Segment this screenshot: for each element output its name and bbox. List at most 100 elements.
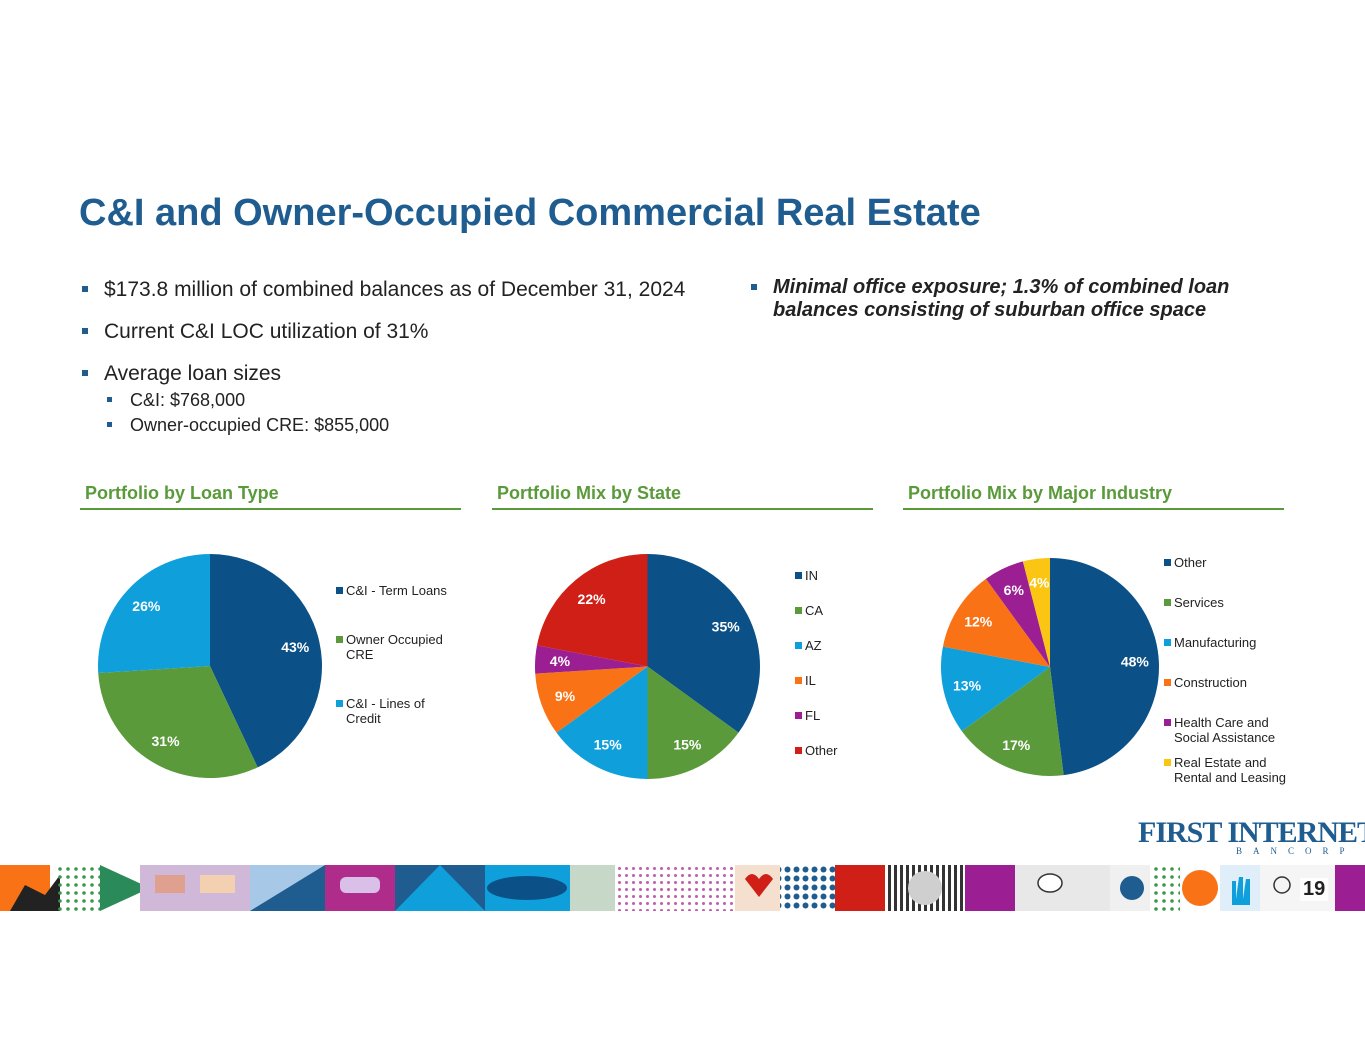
data-label-construction: 12% bbox=[964, 613, 993, 629]
legend-swatch bbox=[1164, 559, 1171, 566]
legend-item-other: Other bbox=[1164, 555, 1304, 570]
legend-label: Other bbox=[805, 743, 838, 758]
panel-title-industry: Portfolio Mix by Major Industry bbox=[908, 483, 1173, 503]
legend-item-health-care-and-social-assistance: Health Care and Social Assistance bbox=[1164, 715, 1304, 745]
legend-swatch bbox=[336, 700, 343, 707]
pie-slice-other bbox=[1050, 558, 1159, 776]
pie-slice-manufacturing bbox=[941, 646, 1050, 732]
legend-label: C&I - Lines of Credit bbox=[346, 696, 425, 726]
data-label-manufacturing: 13% bbox=[953, 678, 982, 694]
legend-item-az: AZ bbox=[795, 638, 875, 653]
legend-swatch bbox=[336, 636, 343, 643]
legend-item-owner-occupied-cre: Owner Occupied CRE bbox=[336, 632, 456, 662]
legend-swatch bbox=[795, 572, 802, 579]
bullet-text: Current C&I LOC utilization of 31% bbox=[104, 320, 429, 343]
data-label-fl: 4% bbox=[550, 653, 571, 669]
legend-swatch bbox=[1164, 719, 1171, 726]
legend-swatch bbox=[336, 587, 343, 594]
legend-swatch bbox=[795, 677, 802, 684]
bullet-loc-utilization: Current C&I LOC utilization of 31% bbox=[80, 320, 690, 344]
data-label-other: 22% bbox=[578, 591, 607, 607]
bullet-combined-balances: $173.8 million of combined balances as o… bbox=[80, 278, 690, 302]
data-label-az: 15% bbox=[594, 737, 623, 753]
bullet-marker bbox=[82, 286, 88, 292]
legend-label: Health Care and Social Assistance bbox=[1174, 715, 1276, 745]
bullet-marker bbox=[107, 422, 112, 427]
legend-swatch bbox=[795, 607, 802, 614]
company-logo: FIRST INTERNET BANCORP bbox=[1138, 816, 1365, 856]
bullet-average-loan-sizes: Average loan sizes bbox=[80, 362, 690, 386]
legend-label: CA bbox=[805, 603, 824, 618]
legend-item-in: IN bbox=[795, 568, 875, 583]
legend-industry: Other Services Manufacturing Construction He… bbox=[1164, 555, 1304, 785]
legend-item-c-i-lines-of-credit: C&I - Lines of Credit bbox=[336, 696, 456, 726]
legend-swatch bbox=[795, 712, 802, 719]
legend-label: C&I - Term Loans bbox=[346, 583, 447, 598]
legend-label: AZ bbox=[805, 638, 822, 653]
pie-slice-il bbox=[535, 666, 648, 733]
legend-item-manufacturing: Manufacturing bbox=[1164, 635, 1304, 650]
panel-title-loan-type: Portfolio by Loan Type bbox=[85, 483, 279, 503]
pie-chart-loan-type: 43% 31% 26% bbox=[98, 554, 323, 778]
legend-label: Other bbox=[1174, 555, 1207, 570]
decorative-banner bbox=[0, 865, 1365, 911]
sub-bullet-cre-size: Owner-occupied CRE: $855,000 bbox=[80, 414, 690, 436]
legend-item-services: Services bbox=[1164, 595, 1304, 610]
pie-slice-az bbox=[556, 666, 648, 779]
legend-label: IL bbox=[805, 673, 816, 688]
legend-item-real-estate-and-rental-and-leasing: Real Estate and Rental and Leasing bbox=[1164, 755, 1304, 785]
data-label-real-estate-and-rental-and-leasing: 4% bbox=[1029, 575, 1050, 591]
pie-slice-other bbox=[536, 554, 648, 667]
panel-divider bbox=[492, 508, 873, 510]
pie-slice-owner-occupied-cre bbox=[98, 666, 258, 778]
legend-label: FL bbox=[805, 708, 821, 723]
panel-title-state: Portfolio Mix by State bbox=[497, 483, 682, 503]
pie-slice-construction bbox=[942, 578, 1050, 667]
legend-item-il: IL bbox=[795, 673, 875, 688]
legend-label: Services bbox=[1174, 595, 1224, 610]
pie-slice-health-care-and-social-assistance bbox=[985, 561, 1050, 667]
legend-item-fl: FL bbox=[795, 708, 875, 723]
bullet-text: Average loan sizes bbox=[104, 362, 282, 385]
legend-swatch bbox=[1164, 759, 1171, 766]
bullet-text: $173.8 million of combined balances as o… bbox=[104, 278, 686, 301]
pie-slice-ca bbox=[647, 666, 739, 779]
legend-label: Owner Occupied CRE bbox=[346, 632, 443, 662]
data-label-c-i-lines-of-credit: 26% bbox=[132, 598, 161, 614]
legend-label: Real Estate and Rental and Leasing bbox=[1174, 755, 1287, 785]
key-points-left: $173.8 million of combined balances as o… bbox=[80, 278, 690, 436]
bullet-text: Minimal office exposure; 1.3% of combine… bbox=[773, 276, 1230, 321]
legend-state: IN CA AZ IL FL Other bbox=[795, 568, 875, 778]
pie-chart-industry: 48% 17% 13% 12% 6% 4% bbox=[941, 558, 1159, 776]
page-number: 19 bbox=[1300, 878, 1329, 901]
pie-slice-real-estate-and-rental-and-leasing bbox=[1022, 558, 1050, 667]
legend-item-ca: CA bbox=[795, 603, 875, 618]
panel-divider bbox=[903, 508, 1284, 510]
data-label-ca: 15% bbox=[673, 737, 702, 753]
pie-slice-c-i-term-loans bbox=[210, 554, 323, 768]
legend-label: IN bbox=[805, 568, 818, 583]
legend-swatch bbox=[1164, 599, 1171, 606]
bullet-marker bbox=[82, 328, 88, 334]
sub-bullet-text: Owner-occupied CRE: $855,000 bbox=[130, 415, 390, 435]
legend-loan-type: C&I - Term Loans Owner Occupied CRE C&I - … bbox=[336, 583, 456, 760]
key-points-right: Minimal office exposure; 1.3% of combine… bbox=[749, 276, 1309, 340]
legend-swatch bbox=[1164, 639, 1171, 646]
legend-item-other: Other bbox=[795, 743, 875, 758]
legend-item-construction: Construction bbox=[1164, 675, 1304, 690]
bullet-marker bbox=[82, 370, 88, 376]
logo-subtext: BANCORP bbox=[1236, 846, 1356, 856]
legend-swatch bbox=[795, 642, 802, 649]
page-title: C&I and Owner-Occupied Commercial Real E… bbox=[79, 192, 981, 234]
data-label-il: 9% bbox=[555, 688, 576, 704]
legend-item-c-i-term-loans: C&I - Term Loans bbox=[336, 583, 456, 598]
data-label-in: 35% bbox=[712, 619, 741, 635]
panel-divider bbox=[80, 508, 461, 510]
bullet-office-exposure: Minimal office exposure; 1.3% of combine… bbox=[749, 276, 1309, 322]
legend-swatch bbox=[1164, 679, 1171, 686]
pie-chart-state: 35% 15% 15% 9% 4% 22% bbox=[535, 554, 760, 779]
sub-bullet-text: C&I: $768,000 bbox=[130, 390, 246, 410]
legend-label: Manufacturing bbox=[1174, 635, 1257, 650]
pie-slice-in bbox=[647, 554, 760, 733]
data-label-owner-occupied-cre: 31% bbox=[152, 733, 181, 749]
